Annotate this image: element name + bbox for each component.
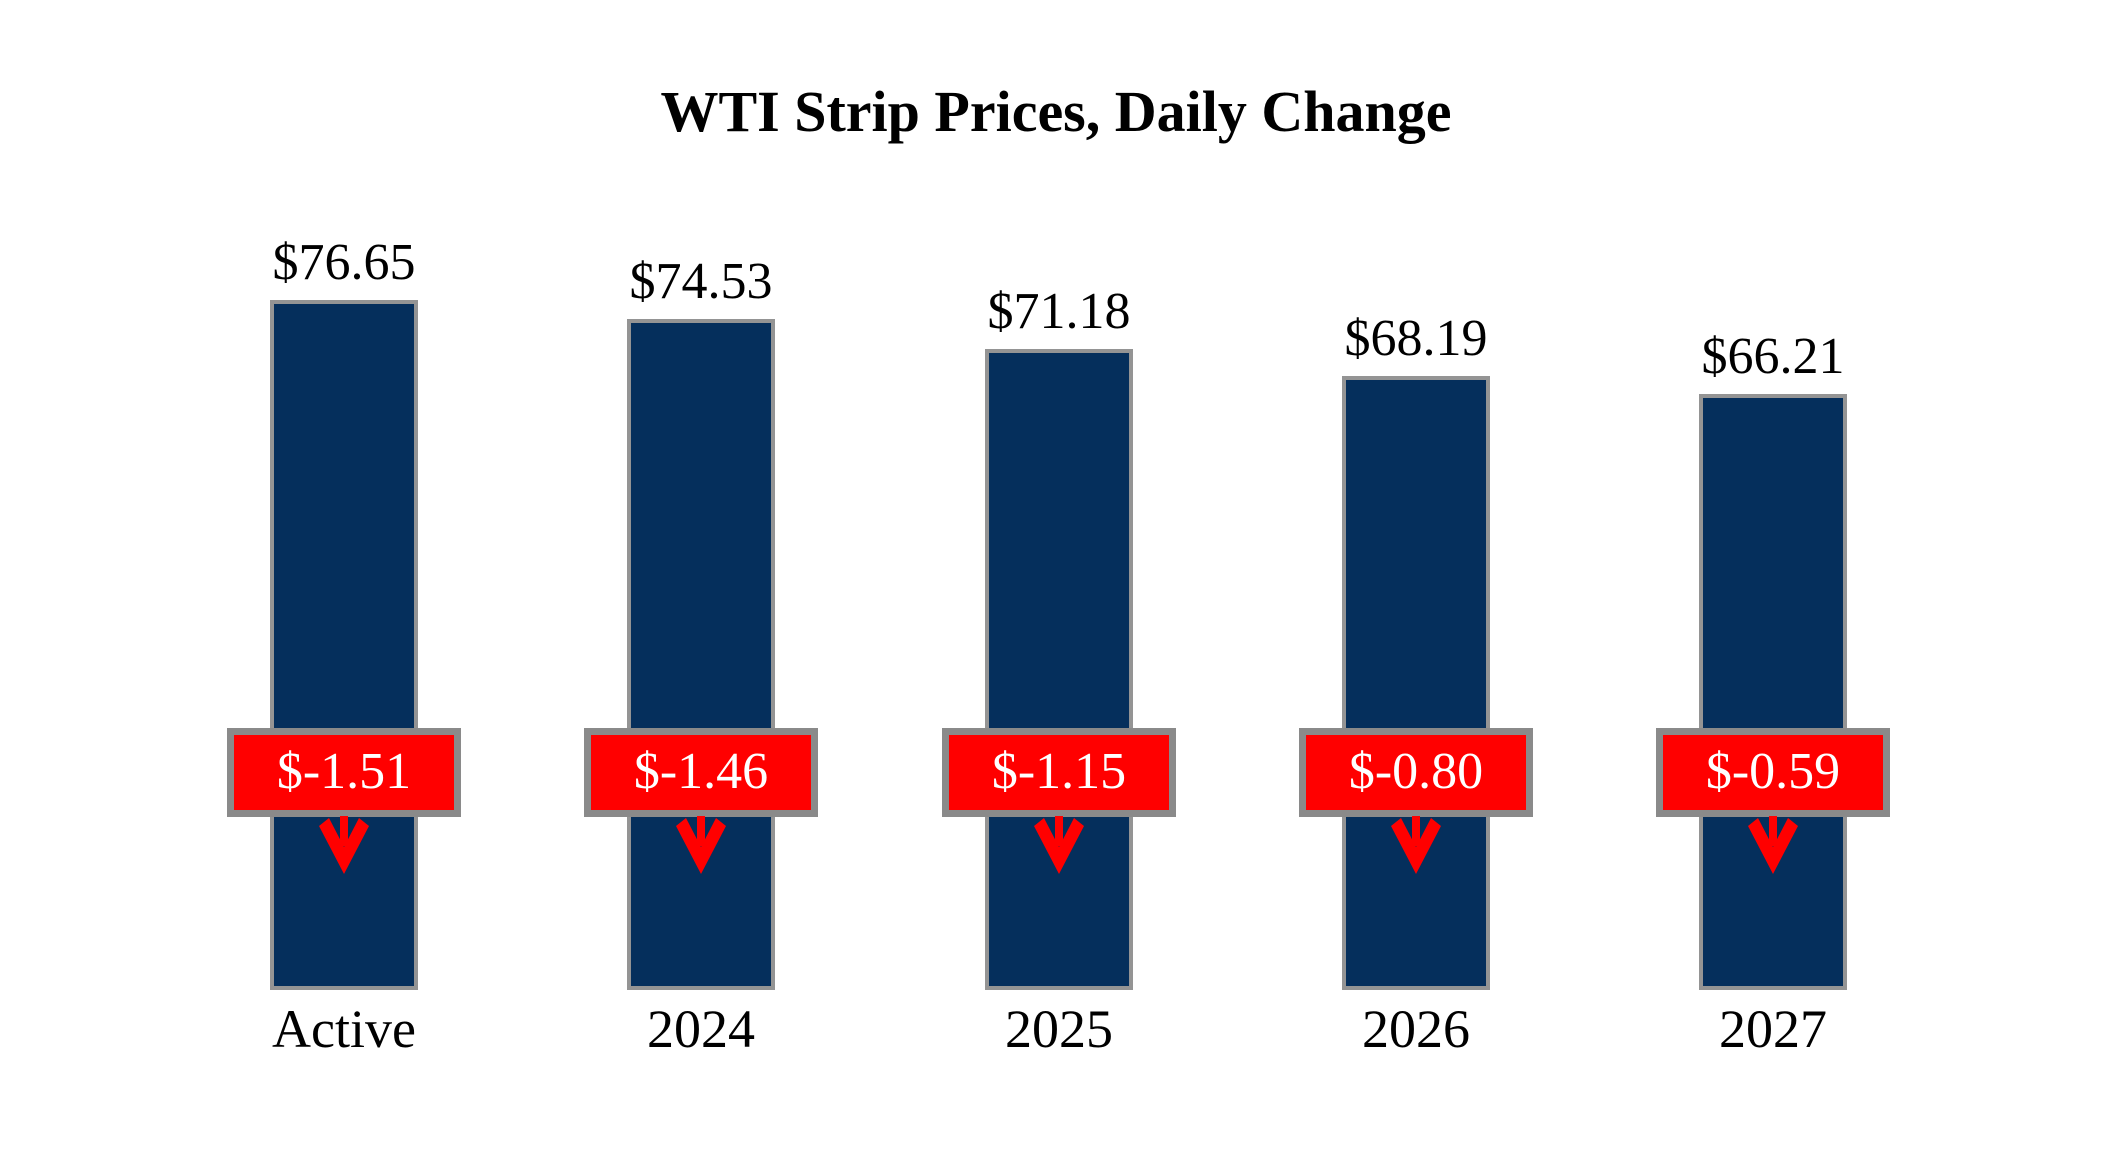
down-arrow-icon — [676, 816, 726, 874]
category-label: Active — [272, 999, 416, 1059]
change-badge: $-1.46 — [584, 728, 818, 817]
change-label: $-0.80 — [1348, 743, 1484, 800]
down-arrow-icon — [1034, 816, 1084, 874]
down-arrow-icon — [319, 816, 369, 874]
category-label: 2025 — [1005, 999, 1113, 1059]
bar — [985, 349, 1133, 990]
change-label: $-1.15 — [991, 743, 1127, 800]
bar-group-2024: $74.53 $-1.46 2024 — [581, 0, 821, 1152]
change-badge: $-1.51 — [227, 728, 461, 817]
price-label: $71.18 — [987, 283, 1131, 340]
bar-group-2026: $68.19 $-0.80 2026 — [1296, 0, 1536, 1152]
bar — [627, 319, 775, 990]
category-label: 2027 — [1719, 999, 1827, 1059]
down-arrow-icon — [1748, 816, 1798, 874]
bar — [1342, 376, 1490, 990]
change-label: $-1.46 — [633, 743, 769, 800]
bar-group-2027: $66.21 $-0.59 2027 — [1653, 0, 1893, 1152]
chart-title: WTI Strip Prices, Daily Change — [660, 79, 1452, 144]
price-label: $68.19 — [1344, 310, 1488, 367]
change-badge: $-0.59 — [1656, 728, 1890, 817]
price-label: $76.65 — [272, 234, 416, 291]
change-label: $-1.51 — [276, 743, 412, 800]
price-label: $66.21 — [1701, 328, 1845, 385]
bar-group-active: $76.65 $-1.51 Active — [224, 0, 464, 1152]
price-label: $74.53 — [629, 253, 773, 310]
bar — [270, 300, 418, 990]
category-label: 2024 — [647, 999, 755, 1059]
change-badge: $-0.80 — [1299, 728, 1533, 817]
category-label: 2026 — [1362, 999, 1470, 1059]
change-label: $-0.59 — [1705, 743, 1841, 800]
bar-group-2025: $71.18 $-1.15 2025 — [939, 0, 1179, 1152]
down-arrow-icon — [1391, 816, 1441, 874]
change-badge: $-1.15 — [942, 728, 1176, 817]
bar — [1699, 394, 1847, 990]
